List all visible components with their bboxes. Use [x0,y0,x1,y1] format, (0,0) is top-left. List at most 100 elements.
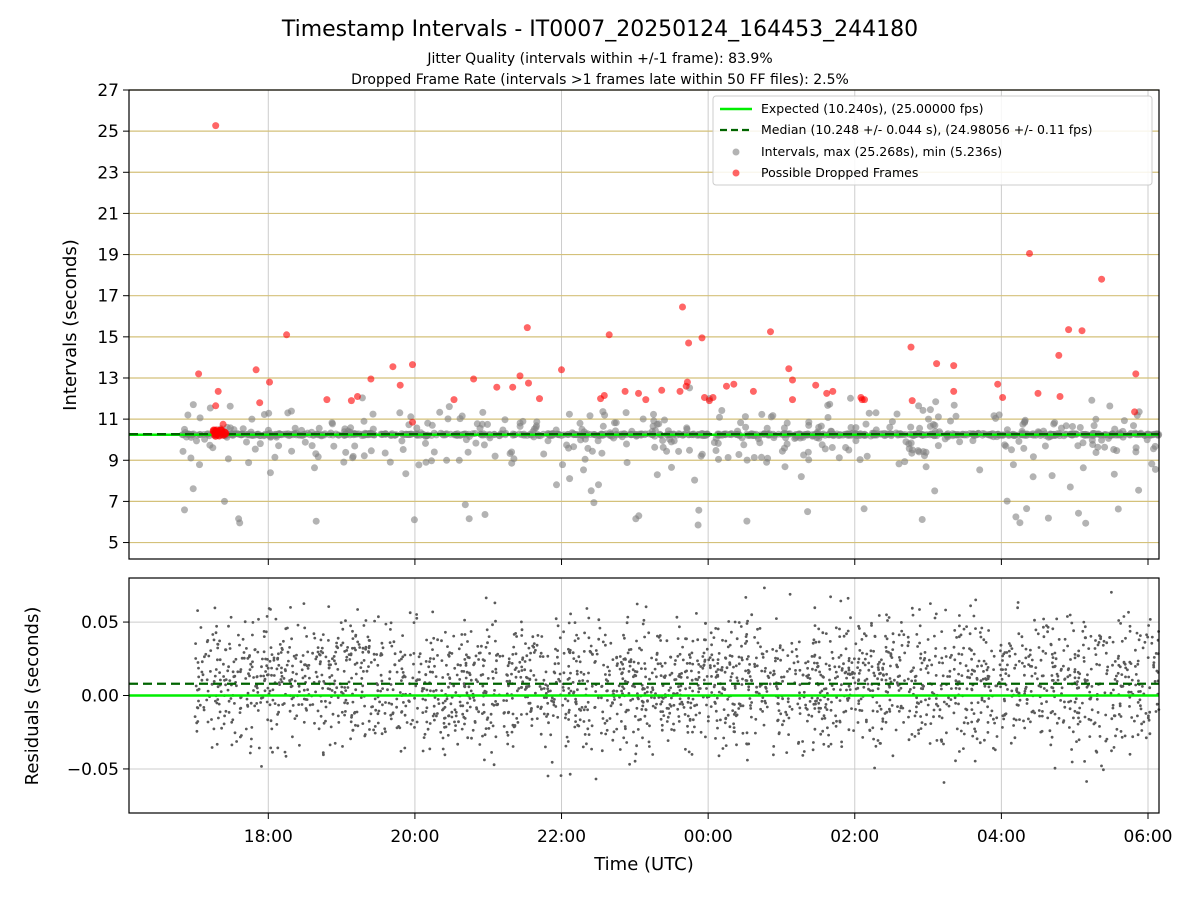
residual-point [613,698,616,701]
residual-point [194,657,198,660]
residual-point [238,643,241,647]
residual-point [379,654,382,657]
residual-point [351,728,355,732]
interval-point [312,517,320,525]
x-tick-label: 22:00 [537,827,586,847]
residual-point [947,704,951,708]
residual-point [313,636,317,640]
residual-point [510,662,514,665]
residual-point [888,677,892,680]
residual-point [879,671,882,675]
residual-point [891,754,895,758]
residual-point [764,666,767,670]
residual-point [1034,628,1038,632]
residual-point [240,656,244,660]
residual-point [926,703,930,707]
residual-point [532,642,536,645]
residual-point [745,731,749,735]
residual-point [1008,654,1012,658]
residual-point [877,668,880,672]
residual-point [668,673,672,677]
residual-point [635,670,639,674]
residual-point [322,680,326,683]
residual-point [538,685,542,688]
residual-point [417,655,421,659]
interval-point [1092,415,1100,423]
interval-points [178,384,1163,529]
residual-point [1009,644,1012,648]
interval-point [519,417,527,425]
residual-point [714,627,718,630]
interval-point [1088,396,1096,404]
interval-point [580,466,587,474]
residual-point [1136,714,1139,718]
residual-point [970,701,973,705]
residual-point [197,675,201,679]
residual-point [283,668,287,671]
dropped-frame-point [256,399,264,407]
residual-point [468,673,472,677]
residual-point [1072,716,1075,720]
interval-point [1148,460,1156,468]
residual-point [745,679,749,682]
residual-point [670,696,673,700]
residual-point [447,714,451,718]
residual-point [253,704,257,708]
interval-point [639,415,647,423]
interval-point [612,427,619,435]
residual-point [912,666,915,670]
residual-point [262,635,266,638]
residual-point [611,690,615,693]
residual-point [561,686,565,689]
residual-point [825,708,829,711]
legend-median-label: Median (10.248 +/- 0.044 s), (24.98056 +… [761,122,1092,137]
residual-point [826,726,829,730]
residual-point [262,674,265,678]
interval-point [491,452,499,460]
bottom-y-tick-label: 0.00 [81,687,119,707]
residual-point [589,644,593,648]
residual-point [631,684,634,688]
residual-point [810,655,814,658]
interval-point [1111,425,1119,433]
residual-point [445,663,448,667]
residual-point [1015,687,1019,691]
residual-point [345,658,348,662]
residual-point [928,742,932,745]
residual-point [620,689,623,693]
residual-point [650,671,654,675]
residual-point [381,687,384,690]
residual-point [908,709,912,713]
residual-point [654,706,657,710]
residual-point [865,677,869,681]
residual-point [574,700,578,704]
residual-point [336,636,340,640]
residual-point [761,710,764,713]
residual-point [532,674,536,677]
residual-point [697,675,701,679]
residual-point [847,657,851,660]
residual-point [794,669,797,672]
residual-point [210,746,214,749]
residual-point [668,711,672,715]
interval-point [622,409,630,417]
residual-point [418,652,422,656]
residual-point [482,664,485,668]
residual-point [441,736,445,740]
residual-point [268,703,272,707]
residual-point [1014,718,1018,722]
residual-point [525,712,529,716]
residual-point [400,679,403,682]
residual-point [726,697,730,701]
residual-point [1017,703,1020,707]
residual-point [284,627,288,631]
x-tick-label: 20:00 [390,827,439,847]
residual-point [346,701,349,705]
residual-point [867,668,871,672]
residual-point [1038,714,1041,718]
residual-point [1086,679,1089,682]
residual-point [659,674,663,677]
residual-point [595,652,599,656]
residual-point [1041,674,1045,678]
residual-point [469,678,473,682]
